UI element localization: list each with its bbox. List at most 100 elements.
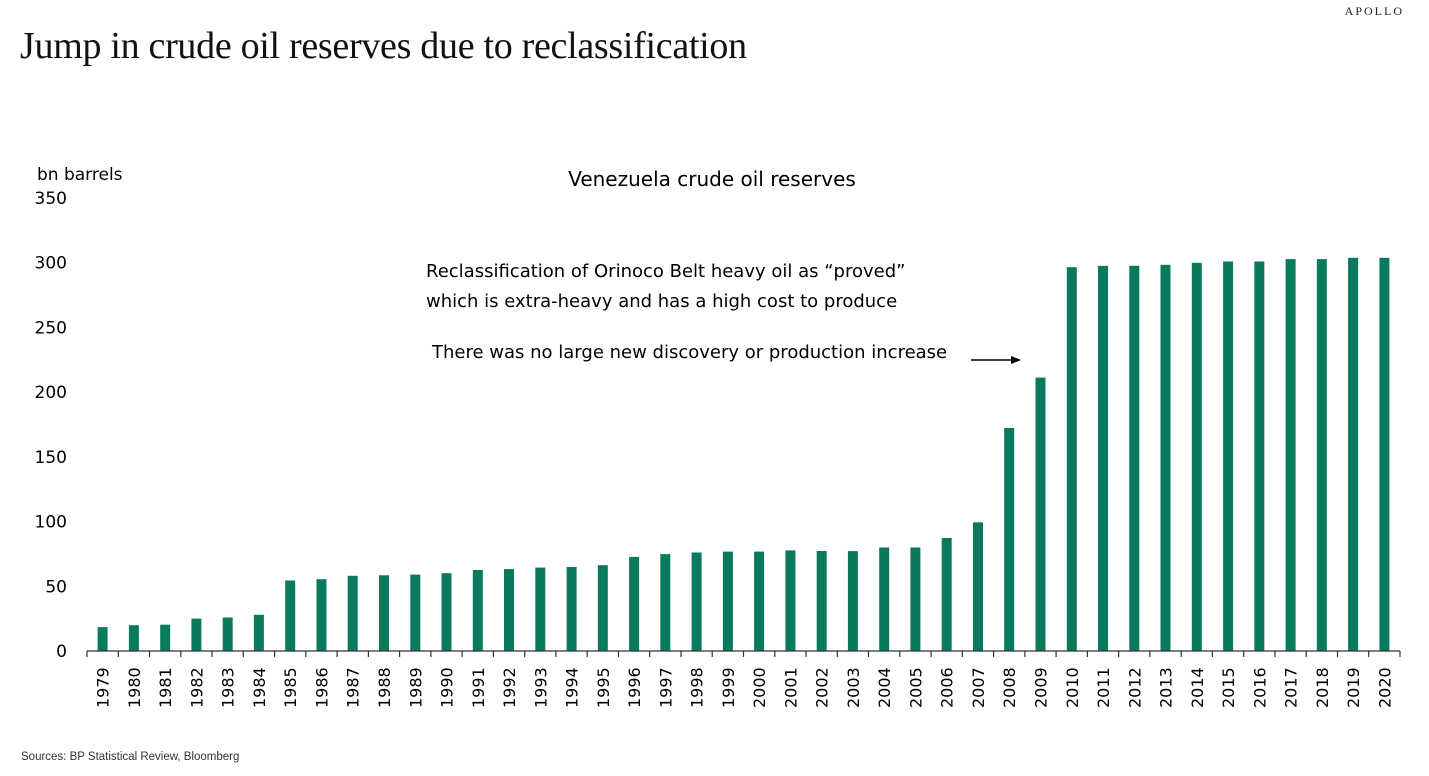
x-tick-label: 2013 xyxy=(1157,667,1176,708)
x-tick-label: 1981 xyxy=(156,667,175,708)
arrow-icon xyxy=(971,356,1021,364)
bar-2010 xyxy=(1066,267,1077,651)
bar-2014 xyxy=(1191,262,1202,651)
x-tick-label: 2005 xyxy=(906,667,925,708)
x-tick-label: 2018 xyxy=(1313,667,1332,708)
bar-2000 xyxy=(754,551,765,651)
bar-1984 xyxy=(253,614,264,651)
x-tick-label: 2001 xyxy=(781,667,800,708)
x-tick-label: 1980 xyxy=(125,667,144,708)
bar-1985 xyxy=(285,580,296,651)
x-tick-label: 1996 xyxy=(625,667,644,708)
y-tick-label: 350 xyxy=(35,189,67,209)
bar-2001 xyxy=(785,550,796,651)
y-tick-label: 50 xyxy=(45,577,67,597)
bar-2004 xyxy=(879,547,890,651)
x-tick-label: 2004 xyxy=(875,667,894,708)
bar-2006 xyxy=(941,538,952,651)
x-tick-label: 1987 xyxy=(344,667,363,708)
bar-1989 xyxy=(410,574,421,651)
bar-2019 xyxy=(1348,257,1359,651)
x-tick-label: 1990 xyxy=(438,667,457,708)
bar-1981 xyxy=(160,624,171,651)
bar-2005 xyxy=(910,547,921,651)
x-tick-label: 2015 xyxy=(1219,667,1238,708)
x-tick-label: 1989 xyxy=(406,667,425,708)
x-tick-label: 1985 xyxy=(281,667,300,708)
x-tick-label: 1982 xyxy=(187,667,206,708)
bar-2002 xyxy=(816,551,827,651)
bar-1992 xyxy=(504,569,514,651)
annotation-line-3: There was no large new discovery or prod… xyxy=(431,342,947,363)
bar-1983 xyxy=(222,617,233,651)
x-tick-label: 2010 xyxy=(1063,667,1082,708)
bar-2009 xyxy=(1035,377,1046,651)
x-tick-label: 2017 xyxy=(1282,667,1301,708)
y-tick-label: 100 xyxy=(35,513,67,533)
x-tick-label: 2012 xyxy=(1125,667,1144,708)
y-tick-label: 150 xyxy=(35,448,67,468)
bar-2018 xyxy=(1316,259,1327,651)
x-tick-label: 1999 xyxy=(719,667,738,708)
bar-2013 xyxy=(1160,264,1171,651)
x-tick-label: 2011 xyxy=(1094,667,1113,708)
bar-1990 xyxy=(441,573,452,651)
annotation-line-2: which is extra-heavy and has a high cost… xyxy=(426,291,897,312)
y-tick-label: 300 xyxy=(35,254,67,274)
x-tick-label: 2007 xyxy=(969,667,988,708)
y-axis-label: bn barrels xyxy=(37,165,123,185)
annotation-line-1: Reclassification of Orinoco Belt heavy o… xyxy=(426,261,905,282)
chart-title: Venezuela crude oil reserves xyxy=(568,167,856,191)
bar-2011 xyxy=(1098,265,1108,651)
x-tick-label: 1983 xyxy=(219,667,238,708)
x-tick-label: 2008 xyxy=(1000,667,1019,708)
x-tick-label: 1998 xyxy=(688,667,707,708)
y-axis: 0 50 100 150 200 250 300 350 xyxy=(35,189,67,662)
x-tick-label: 1988 xyxy=(375,667,394,708)
bar-1988 xyxy=(379,575,389,651)
page-title: Jump in crude oil reserves due to reclas… xyxy=(20,25,747,67)
y-tick-label: 250 xyxy=(35,318,67,338)
x-tick-label: 1993 xyxy=(531,667,550,708)
x-tick-label: 1984 xyxy=(250,667,269,708)
x-tick-label: 1979 xyxy=(94,667,113,708)
bar-2015 xyxy=(1223,261,1234,651)
x-tick-label: 1992 xyxy=(500,667,519,708)
bar-2020 xyxy=(1379,257,1390,651)
x-tick-label: 2020 xyxy=(1375,667,1394,708)
bar-1996 xyxy=(629,556,640,651)
y-tick-label: 200 xyxy=(35,383,67,403)
bar-2016 xyxy=(1254,261,1265,651)
x-tick-label: 2006 xyxy=(938,667,957,708)
x-tick-label: 1991 xyxy=(469,667,488,708)
bar-2017 xyxy=(1285,259,1296,651)
bar-1982 xyxy=(191,618,202,651)
bar-1997 xyxy=(660,554,671,651)
x-tick-label: 1986 xyxy=(313,667,332,708)
bar-2012 xyxy=(1129,265,1140,651)
x-axis: 1979 1980 1981 1982 1983 1984 1985 1986 1987 1988… xyxy=(86,650,1401,708)
x-tick-label: 2003 xyxy=(844,667,863,708)
x-tick-label: 1994 xyxy=(563,667,582,708)
y-tick-label: 0 xyxy=(56,642,67,662)
brand-logo: APOLLO xyxy=(1344,4,1404,18)
bar-1999 xyxy=(722,551,733,651)
bar-1986 xyxy=(316,579,327,651)
bar-1994 xyxy=(566,567,577,651)
x-tick-label: 1995 xyxy=(594,667,613,708)
x-tick-label: 2016 xyxy=(1250,667,1269,708)
bar-1980 xyxy=(128,625,139,651)
bar-2007 xyxy=(973,522,983,651)
bars xyxy=(97,257,1390,651)
x-tick-label: 2014 xyxy=(1188,667,1207,708)
bar-1987 xyxy=(347,575,358,651)
bar-2003 xyxy=(847,551,858,651)
bar-1995 xyxy=(597,565,608,651)
source-note: Sources: BP Statistical Review, Bloomber… xyxy=(21,751,240,763)
bar-2008 xyxy=(1004,428,1015,651)
x-tick-label: 2009 xyxy=(1032,667,1051,708)
x-tick-label: 2002 xyxy=(813,667,832,708)
bar-1979 xyxy=(97,627,108,651)
x-tick-label: 2000 xyxy=(750,667,769,708)
